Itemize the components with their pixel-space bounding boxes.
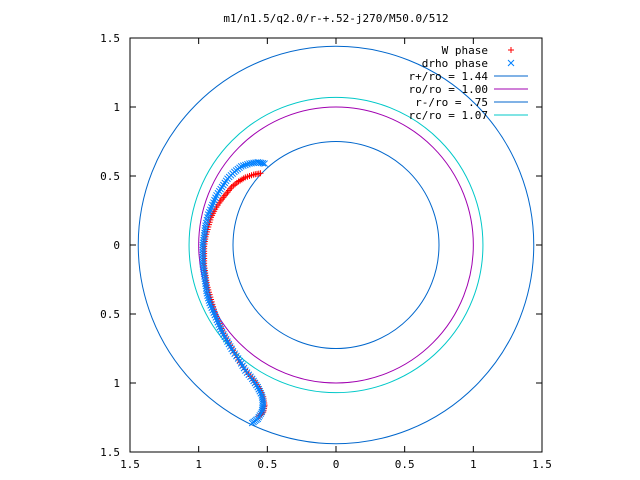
drho-phase-point [204, 294, 212, 302]
x-tick-label: 1.5 [120, 458, 140, 471]
drho-phase-point [199, 253, 207, 261]
drho-phase-point [244, 160, 251, 168]
legend-label: W phase [442, 44, 488, 57]
drho-phase-point [256, 387, 264, 395]
drho-phase-point [199, 244, 207, 251]
circle-r1_44 [137, 45, 535, 445]
y-tick-label: 0.5 [100, 170, 120, 183]
drho-phase-point [199, 246, 207, 254]
legend-label: ro/ro = 1.00 [409, 83, 488, 96]
drho-phase-point [199, 251, 207, 259]
drho-phase-point [246, 160, 253, 167]
drho-phase-point [203, 289, 211, 297]
x-tick-label: 0.5 [257, 458, 277, 471]
chart-title: m1/n1.5/q2.0/r-+.52-j270/M50.0/512 [223, 12, 448, 25]
legend-label: r-/ro = .75 [415, 96, 488, 109]
x-tick-label: 1.5 [532, 458, 552, 471]
drho-phase-point [239, 162, 247, 170]
series-layer [137, 45, 535, 445]
x-tick-label: 1 [195, 458, 202, 471]
x-tick-label: 0 [333, 458, 340, 471]
x-tick-label: 1 [470, 458, 477, 471]
legend-marker [507, 59, 515, 67]
x-tick-label: 0.5 [395, 458, 415, 471]
y-tick-label: 1 [113, 101, 120, 114]
y-tick-label: 1 [113, 377, 120, 390]
drho-phase-point [255, 385, 263, 393]
drho-phase-point [254, 383, 262, 391]
circle-r1 [198, 106, 474, 384]
circle-r1_07 [188, 96, 484, 394]
drho-phase-point [257, 389, 265, 397]
drho-phase-point [258, 406, 266, 414]
legend-label: drho phase [422, 57, 488, 70]
legend-label: r+/ro = 1.44 [409, 70, 489, 83]
drho-phase-point [242, 161, 249, 169]
drho-phase-point [248, 159, 255, 167]
drho-phase-series [199, 158, 268, 427]
y-tick-label: 1.5 [100, 32, 120, 45]
drho-phase-point [204, 292, 211, 300]
y-tick-label: 0 [113, 239, 120, 252]
legend-marker [508, 47, 514, 53]
y-tick-label: 1.5 [100, 446, 120, 459]
circle-r0_75 [232, 141, 440, 349]
drho-phase-point [199, 248, 207, 256]
drho-phase-point [205, 297, 213, 304]
y-tick-label: 0.5 [100, 308, 120, 321]
drho-phase-point [199, 241, 207, 249]
legend-label: rc/ro = 1.07 [409, 109, 488, 122]
drho-phase-point [199, 256, 207, 263]
drho-phase-point [248, 419, 256, 427]
axes: 1.5 1 0.5 0 0.5 1 1.51.510.500.511.5 [100, 32, 552, 471]
